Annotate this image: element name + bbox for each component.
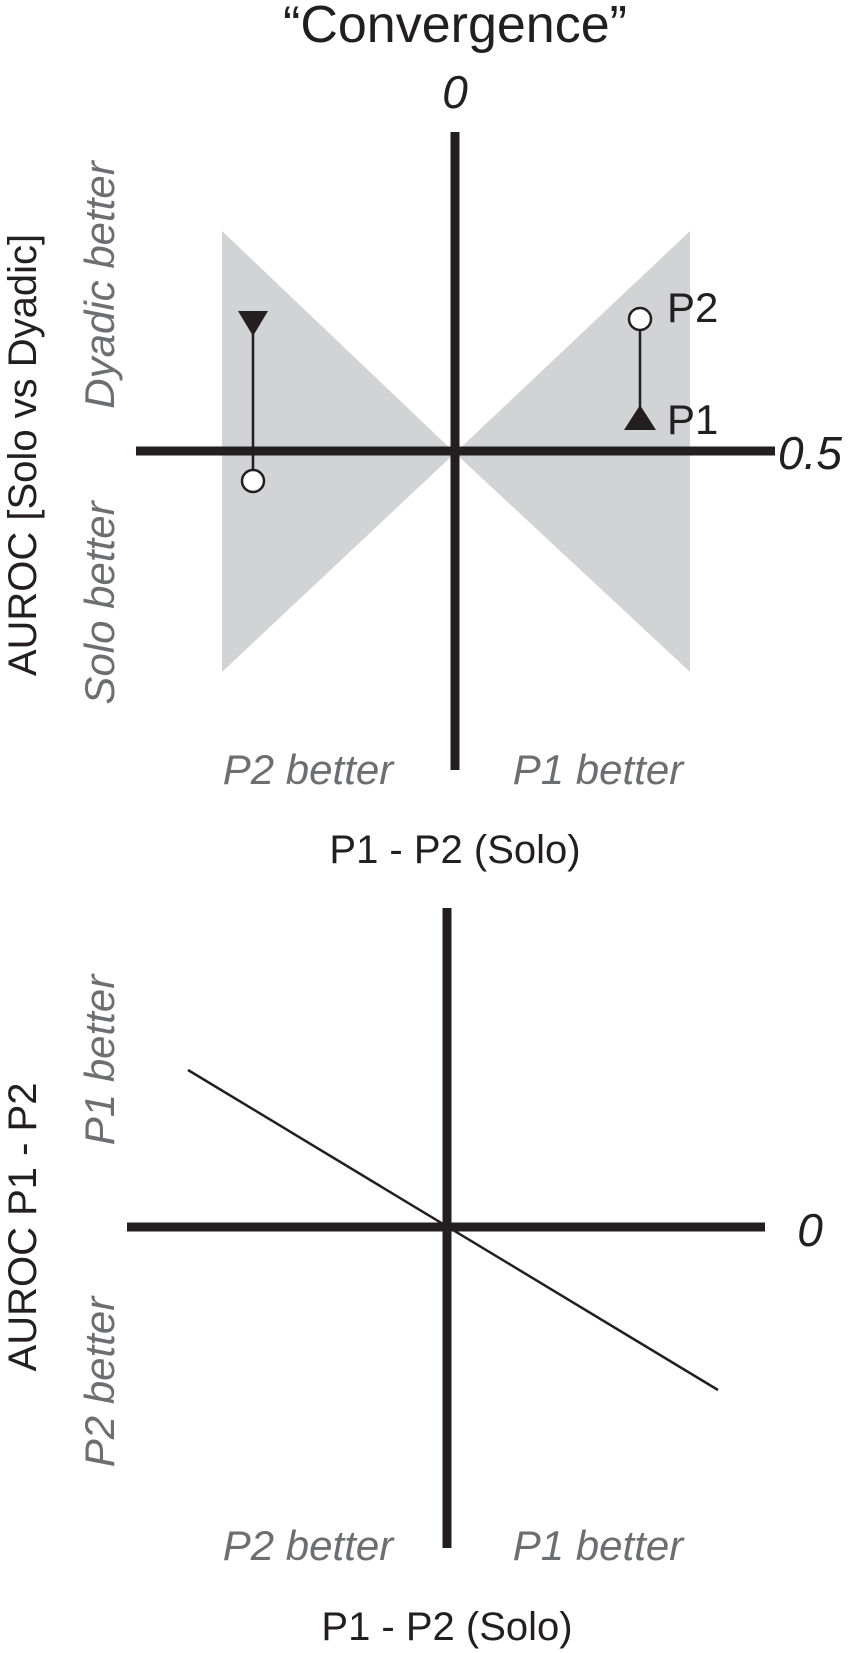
point-label-p1: P1 — [667, 396, 718, 443]
top-x-tick-label: 0.5 — [778, 427, 842, 479]
right-open-circle-marker — [627, 306, 653, 332]
bottom-region-p1-better-x: P1 better — [513, 1522, 685, 1569]
top-x-axis-title: P1 - P2 (Solo) — [329, 828, 580, 872]
bottom-y-axis-title: AUROC P1 - P2 — [1, 1083, 45, 1372]
bottom-region-p2-better-y: P2 better — [76, 1295, 123, 1467]
top-region-p1-better: P1 better — [513, 746, 685, 793]
top-region-dyadic-better: Dyadic better — [76, 159, 123, 408]
left-filled-triangle-marker — [238, 311, 268, 336]
right-filled-triangle-marker — [624, 405, 656, 430]
top-region-solo-better: Solo better — [76, 499, 123, 704]
figure-title: “Convergence” — [283, 0, 627, 54]
negative-slope-line — [187, 1068, 719, 1392]
bottom-x-axis-title: P1 - P2 (Solo) — [321, 1605, 572, 1649]
bottom-region-p1-better-y: P1 better — [76, 973, 123, 1145]
top-panel: 0 0.5 P2 P1 P2 better P1 better P1 - P2 … — [1, 66, 842, 872]
bottom-x-tick-label: 0 — [797, 1204, 823, 1256]
top-y-tick-label: 0 — [442, 66, 468, 118]
top-y-axis-title: AUROC [Solo vs Dyadic] — [1, 234, 45, 676]
top-region-p2-better: P2 better — [223, 746, 395, 793]
left-open-circle-marker — [240, 468, 266, 494]
bottom-region-p2-better-x: P2 better — [223, 1522, 395, 1569]
point-label-p2: P2 — [667, 284, 718, 331]
bottom-panel: 0 P2 better P1 better P1 - P2 (Solo) P1 … — [1, 908, 823, 1649]
